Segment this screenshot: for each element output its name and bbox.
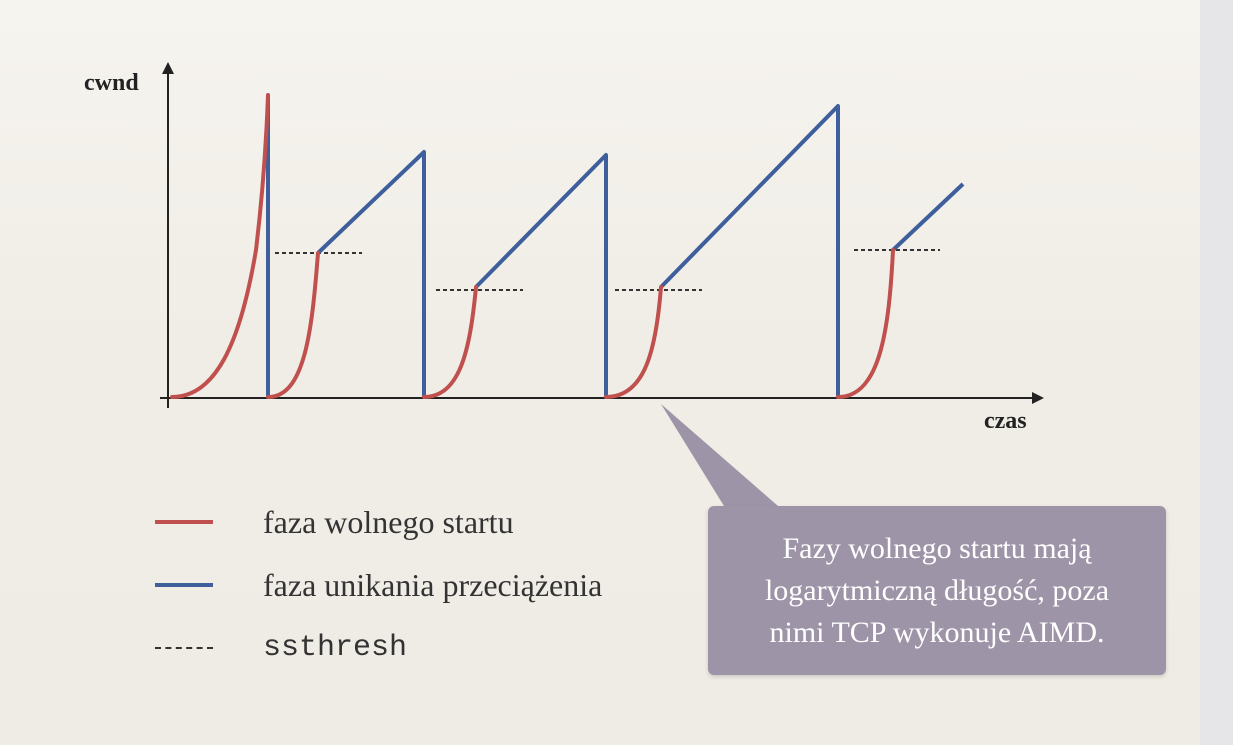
legend-swatch-congestion-avoidance bbox=[155, 583, 213, 587]
legend-swatch-ssthresh bbox=[155, 647, 213, 649]
callout-line: Fazy wolnego startu mają bbox=[782, 532, 1092, 565]
avoidance-segment-4 bbox=[891, 182, 965, 252]
slow-start-curve-4 bbox=[604, 285, 663, 399]
legend-item-slow-start: faza wolnego startu bbox=[155, 502, 715, 542]
callout-box: Fazy wolnego startu mają logarytmiczną d… bbox=[708, 506, 1166, 675]
legend-label: faza wolnego startu bbox=[263, 504, 514, 540]
avoidance-segment-3 bbox=[659, 104, 840, 398]
slide: cwnd czas faza wolne bbox=[0, 0, 1200, 745]
avoidance-segment-2 bbox=[474, 153, 608, 398]
callout-line: nimi TCP wykonuje AIMD. bbox=[769, 616, 1105, 649]
slow-start-curve-3 bbox=[422, 285, 478, 399]
legend-label: faza unikania przeciążenia bbox=[263, 567, 603, 603]
legend-swatch-slow-start bbox=[155, 520, 213, 524]
legend-item-congestion-avoidance: faza unikania przeciążenia bbox=[155, 565, 715, 605]
slow-start-curve-2 bbox=[266, 251, 320, 399]
callout-line: logarytmiczną długość, poza bbox=[764, 574, 1110, 607]
callout-pointer bbox=[661, 404, 778, 506]
tcp-cwnd-diagram: cwnd czas bbox=[84, 62, 1044, 506]
legend-item-ssthresh: ssthresh bbox=[155, 628, 715, 668]
slow-start-curve-1 bbox=[170, 93, 270, 399]
x-axis-label: czas bbox=[984, 408, 1027, 434]
y-axis-label: cwnd bbox=[84, 70, 139, 96]
avoidance-segment-1 bbox=[316, 150, 426, 398]
callout-text: Fazy wolnego startu mają logarytmiczną d… bbox=[708, 528, 1166, 654]
window-edge bbox=[1200, 0, 1233, 745]
slow-start-curve-5 bbox=[836, 248, 895, 399]
legend-label: ssthresh bbox=[263, 631, 408, 665]
